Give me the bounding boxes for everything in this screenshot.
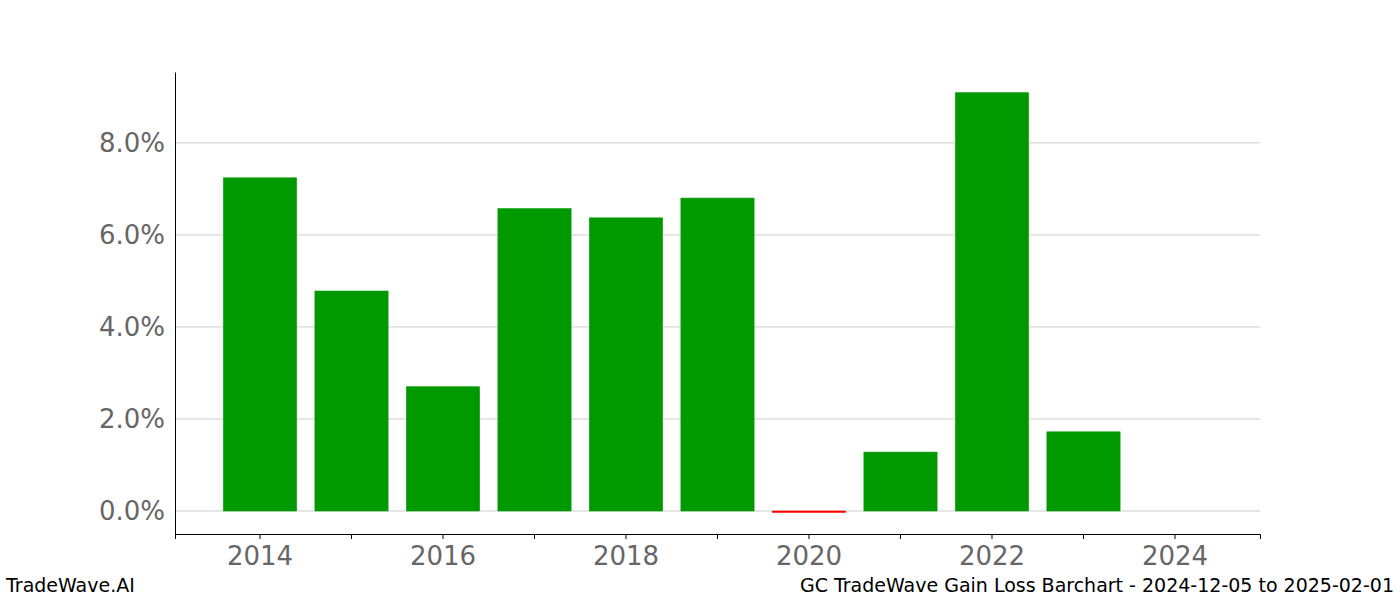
annotation: TradeWave.AI (5, 574, 135, 596)
y-tick: 2.0% (99, 404, 175, 434)
x-tick: 2020 (776, 534, 842, 571)
x-tick-mark (351, 534, 352, 539)
y-tick: 8.0% (99, 128, 175, 158)
y-axis: 0.0% 2.0% 4.0% 6.0% 8.0% (99, 73, 176, 535)
x-tick: 2022 (959, 534, 1025, 571)
x-tick-label: 2024 (1142, 541, 1208, 571)
y-tick-label: 8.0% (99, 128, 165, 158)
y-tick: 4.0% (99, 312, 175, 342)
x-tick: 2018 (593, 534, 659, 571)
bar (955, 93, 1028, 511)
y-tick-label: 0.0% (99, 496, 165, 526)
bar (681, 198, 754, 511)
grid-line (175, 142, 1260, 143)
bar (589, 218, 662, 511)
y-tick: 6.0% (99, 220, 175, 250)
x-tick-mark (534, 534, 535, 539)
bar (498, 209, 571, 511)
x-tick (717, 534, 718, 539)
bar (406, 387, 479, 511)
bar (864, 452, 937, 511)
x-axis: 2014 2016 2018 2020 2022 2024 (176, 534, 1261, 571)
bar (315, 291, 388, 511)
x-tick-label: 2018 (593, 541, 659, 571)
y-tick-label: 4.0% (99, 312, 165, 342)
grid (175, 143, 1260, 511)
chart: 2014 2016 2018 2020 2022 2024 0.0% 2.0% 4.0% 6.0%… (0, 0, 1400, 600)
y-axis-line (175, 73, 176, 535)
y-tick-label: 2.0% (99, 404, 165, 434)
bar (1047, 432, 1120, 511)
x-tick-label: 2014 (227, 541, 293, 571)
x-tick-mark (443, 534, 444, 539)
x-tick (900, 534, 901, 539)
y-tick-label: 6.0% (99, 220, 165, 250)
x-tick-mark (626, 534, 627, 539)
x-tick (1083, 534, 1084, 539)
x-tick-mark (808, 534, 809, 539)
x-tick-mark (991, 534, 992, 539)
x-tick (351, 534, 352, 539)
annotation: GC TradeWave Gain Loss Barchart - 2024-1… (800, 574, 1394, 596)
bar (1138, 510, 1211, 511)
x-tick-label: 2022 (959, 541, 1025, 571)
x-tick-mark (900, 534, 901, 539)
x-tick: 2014 (227, 534, 293, 571)
bars (223, 93, 1120, 513)
x-tick-mark (1083, 534, 1084, 539)
x-tick-mark (1174, 534, 1175, 539)
x-axis-line (176, 535, 1261, 540)
x-tick-mark (260, 534, 261, 539)
plot: 2014 2016 2018 2020 2022 2024 0.0% 2.0% 4.0% 6.0%… (99, 73, 1261, 572)
x-tick: 2016 (410, 534, 476, 571)
x-tick-mark (717, 534, 718, 539)
x-tick: 2024 (1142, 534, 1208, 571)
bar (223, 178, 296, 511)
bar (772, 511, 845, 512)
x-tick (534, 534, 535, 539)
x-tick-label: 2020 (776, 541, 842, 571)
y-tick: 0.0% (99, 496, 175, 526)
x-tick-label: 2016 (410, 541, 476, 571)
